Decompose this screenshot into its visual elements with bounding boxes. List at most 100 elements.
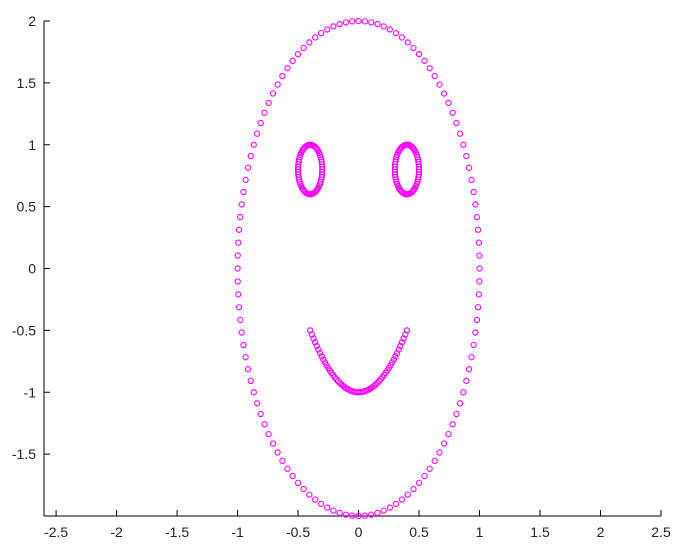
data-point bbox=[456, 400, 464, 407]
data-point bbox=[426, 65, 433, 72]
data-point bbox=[449, 421, 456, 428]
data-point bbox=[242, 354, 249, 361]
x-tick-label: 1.5 bbox=[530, 524, 550, 540]
data-point bbox=[415, 51, 423, 58]
data-point bbox=[374, 379, 381, 386]
data-point bbox=[235, 239, 242, 246]
data-point bbox=[242, 176, 249, 183]
y-tick-label: -0.5 bbox=[12, 322, 36, 338]
data-point bbox=[392, 500, 400, 508]
y-tick-label: 2 bbox=[28, 13, 36, 29]
data-point bbox=[431, 457, 438, 464]
data-point bbox=[349, 18, 356, 25]
x-tick-label: 1 bbox=[476, 524, 484, 540]
data-point bbox=[468, 354, 475, 361]
data-point bbox=[390, 356, 397, 363]
y-axis-ticks: -1.5 -1 -0.5 0 0.5 1 1.5 2 bbox=[12, 13, 50, 462]
data-point bbox=[472, 329, 479, 336]
data-point bbox=[244, 164, 252, 171]
x-tick-label: -0.5 bbox=[286, 524, 310, 540]
data-point bbox=[415, 479, 423, 486]
data-point bbox=[247, 152, 254, 160]
data-point bbox=[330, 23, 337, 30]
x-tick-label: 0 bbox=[355, 524, 363, 540]
data-point bbox=[250, 141, 257, 148]
data-point bbox=[235, 291, 242, 298]
data-point bbox=[476, 252, 483, 259]
data-point bbox=[306, 491, 313, 498]
data-point bbox=[368, 19, 375, 26]
data-point bbox=[265, 99, 272, 107]
data-point bbox=[311, 339, 319, 346]
data-point bbox=[410, 44, 417, 52]
x-tick-label: -2.5 bbox=[44, 524, 68, 540]
data-point bbox=[265, 430, 272, 438]
data-point bbox=[392, 353, 399, 360]
data-point bbox=[386, 504, 394, 511]
data-point bbox=[279, 73, 286, 80]
data-point bbox=[453, 119, 460, 127]
data-point bbox=[235, 304, 243, 311]
data-point bbox=[342, 511, 350, 518]
data-point bbox=[312, 496, 319, 503]
data-point bbox=[237, 213, 244, 221]
data-point bbox=[240, 341, 247, 349]
data-point bbox=[372, 381, 379, 388]
x-tick-label: -1 bbox=[231, 524, 244, 540]
data-point bbox=[465, 366, 473, 373]
data-point bbox=[284, 465, 291, 472]
data-point bbox=[294, 479, 302, 486]
data-point bbox=[235, 226, 243, 233]
data-point bbox=[318, 29, 325, 37]
data-point bbox=[342, 19, 350, 26]
data-point bbox=[300, 44, 307, 52]
data-point bbox=[375, 377, 383, 385]
data-point bbox=[475, 239, 483, 246]
y-tick-label: -1 bbox=[24, 384, 37, 400]
axes bbox=[43, 21, 661, 517]
data-point bbox=[440, 90, 448, 97]
x-tick-label: -1.5 bbox=[165, 524, 189, 540]
data-point bbox=[234, 278, 241, 285]
data-point bbox=[313, 342, 320, 350]
data-point bbox=[410, 485, 417, 493]
data-point bbox=[324, 26, 331, 33]
x-tick-label: -2 bbox=[110, 524, 123, 540]
data-point bbox=[334, 377, 342, 385]
data-point bbox=[318, 500, 325, 508]
data-point bbox=[316, 349, 324, 357]
x-tick-label: 0.5 bbox=[409, 524, 429, 540]
data-point bbox=[402, 141, 409, 149]
data-point bbox=[386, 26, 394, 33]
data-points bbox=[234, 17, 483, 520]
data-point bbox=[453, 410, 460, 418]
data-point bbox=[315, 346, 322, 353]
data-point bbox=[404, 491, 411, 498]
data-point bbox=[274, 449, 281, 456]
data-point bbox=[237, 316, 244, 324]
data-point bbox=[312, 34, 319, 41]
data-point bbox=[310, 335, 317, 342]
data-point bbox=[294, 51, 302, 58]
data-point bbox=[257, 410, 264, 418]
data-point bbox=[324, 504, 331, 511]
data-point bbox=[336, 20, 343, 28]
data-point bbox=[465, 164, 473, 171]
data-point bbox=[472, 201, 479, 208]
data-point bbox=[470, 341, 477, 349]
data-point bbox=[398, 34, 406, 41]
data-point bbox=[257, 119, 264, 127]
data-point bbox=[355, 512, 362, 520]
x-axis-ticks: -2.5 -2 -1.5 -1 -0.5 0 0.5 1 1.5 2 2.5 bbox=[44, 510, 671, 540]
data-point bbox=[436, 449, 443, 456]
data-point bbox=[244, 366, 252, 373]
data-point bbox=[474, 304, 482, 311]
data-point bbox=[250, 389, 257, 396]
data-point bbox=[261, 109, 268, 116]
data-point bbox=[361, 18, 369, 25]
y-tick-label: 1 bbox=[28, 137, 36, 153]
x-tick-label: 2 bbox=[597, 524, 605, 540]
data-point bbox=[330, 507, 337, 514]
data-point bbox=[460, 141, 467, 148]
data-point bbox=[247, 377, 254, 385]
